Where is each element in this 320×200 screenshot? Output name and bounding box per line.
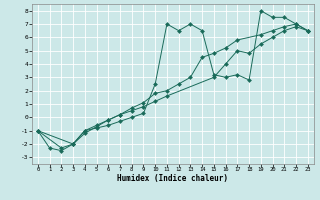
- X-axis label: Humidex (Indice chaleur): Humidex (Indice chaleur): [117, 174, 228, 183]
